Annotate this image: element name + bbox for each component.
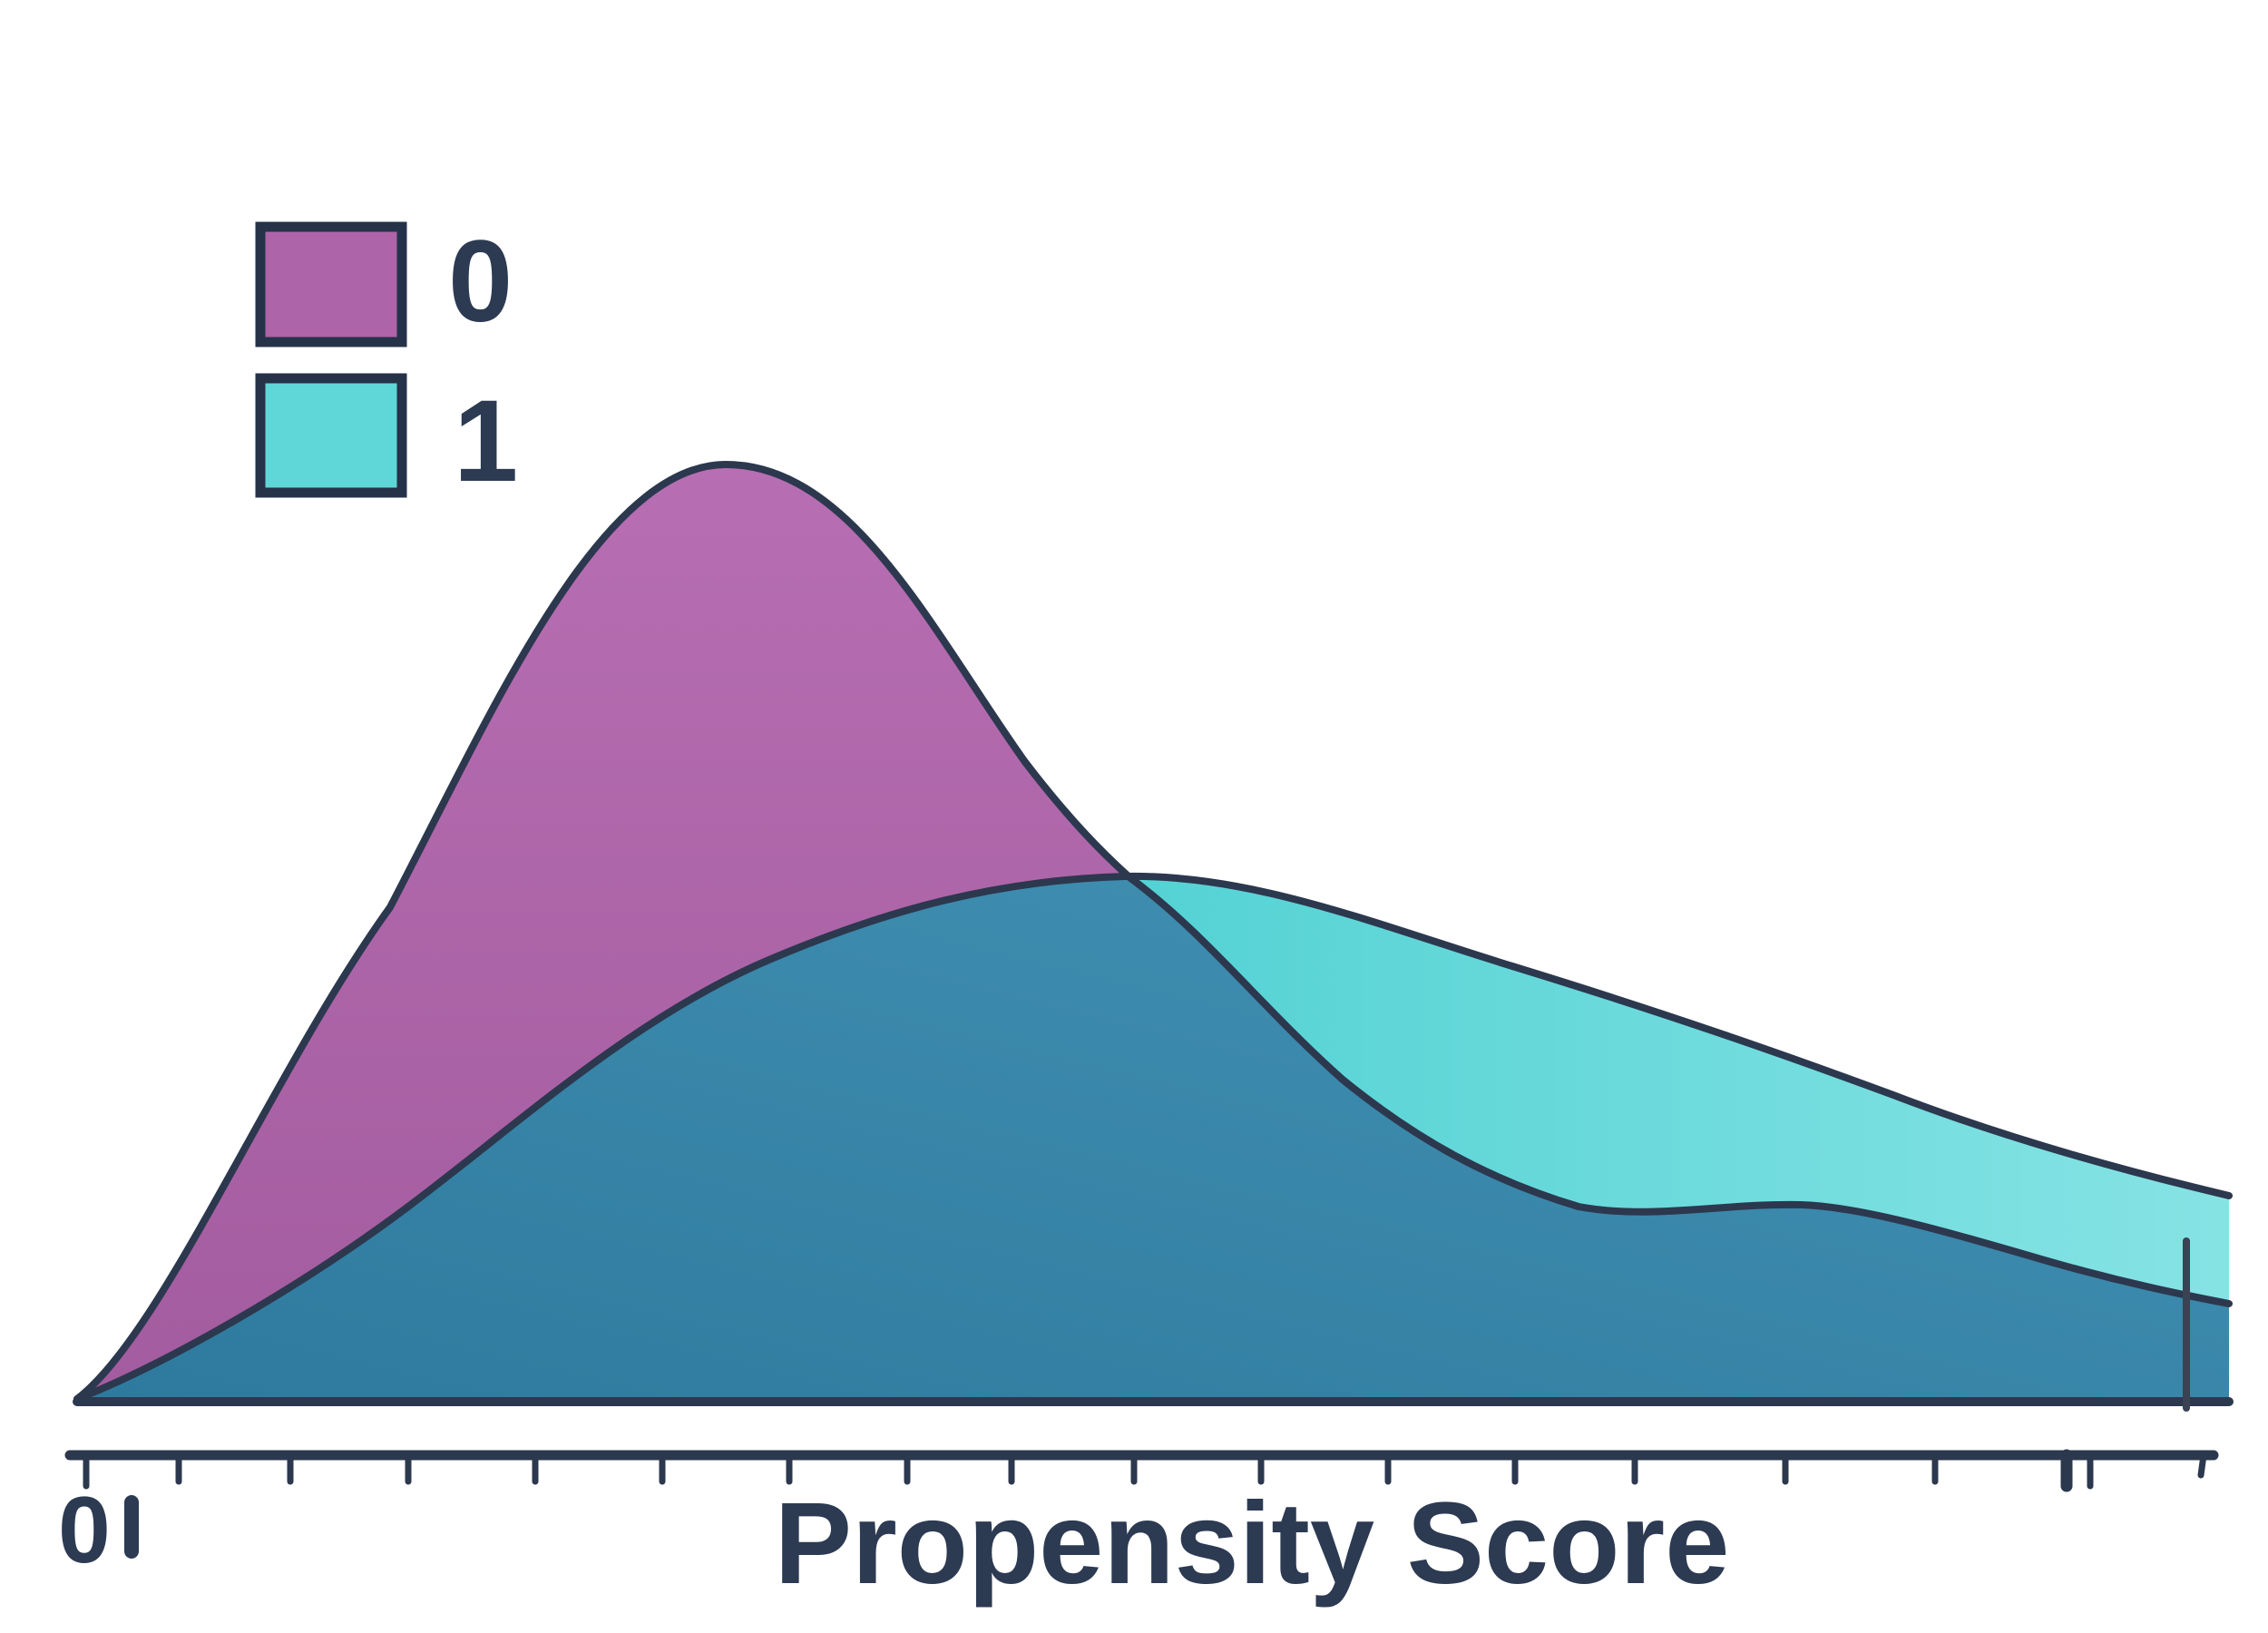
- legend-swatch-group0: [255, 221, 407, 347]
- axis-artifact-bar: [124, 1495, 139, 1559]
- x-axis-ticks: [83, 1449, 2207, 1492]
- x-axis-title: Propensity Score: [775, 1479, 1730, 1609]
- density-area-group0: [77, 464, 1129, 1399]
- density-curve-group0: [73, 461, 2233, 1403]
- x-axis: 0 Propensity Score: [58, 1449, 2219, 1609]
- density-area-group1: [1129, 876, 2229, 1304]
- legend: 0 1: [255, 217, 518, 506]
- legend-label-group0: 0: [448, 217, 513, 347]
- legend-swatch-group1: [255, 373, 407, 498]
- density-area-overlap: [77, 877, 2229, 1403]
- x-tick-label-zero: 0: [58, 1478, 111, 1583]
- legend-label-group1: 1: [454, 376, 518, 506]
